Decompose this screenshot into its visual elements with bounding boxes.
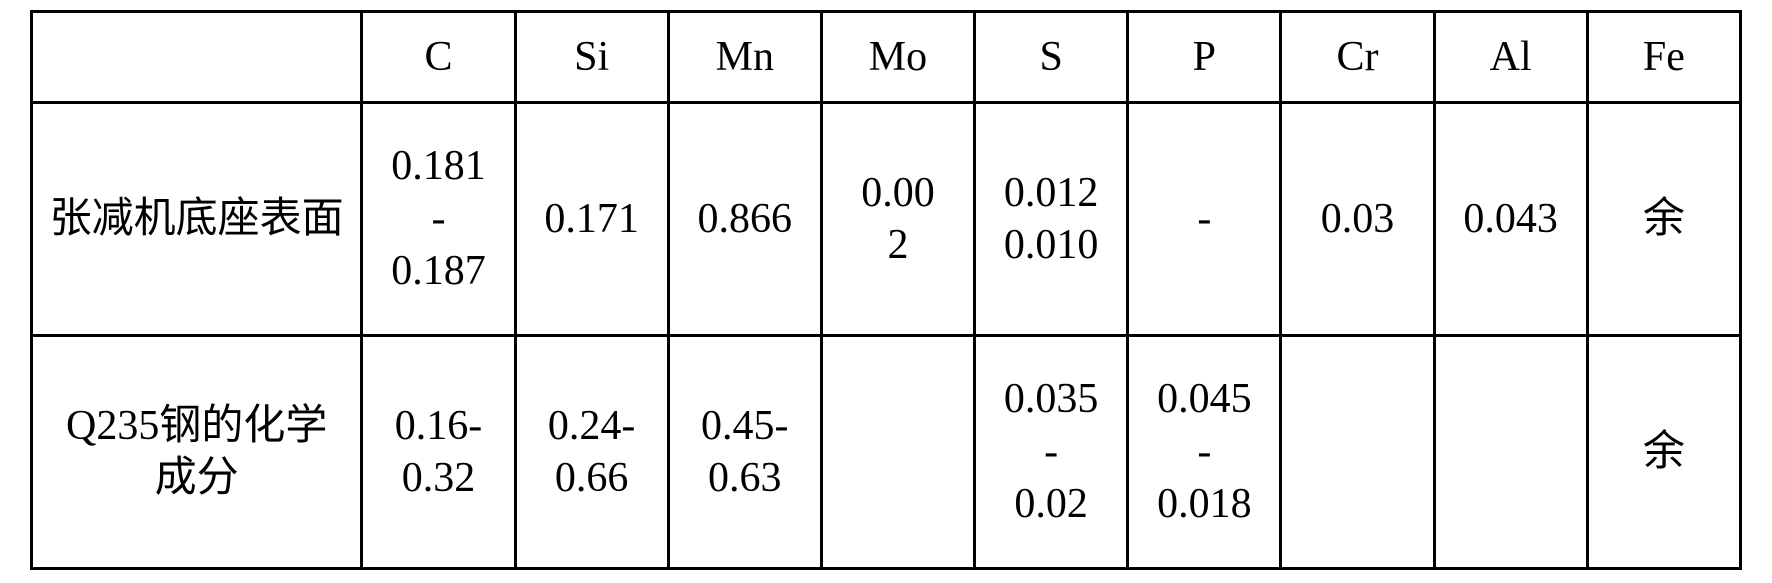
row0-Al: 0.043 xyxy=(1434,103,1587,336)
row1-Mo xyxy=(821,336,974,569)
row1-Si: 0.24- 0.66 xyxy=(515,336,668,569)
row0-label: 张减机底座表面 xyxy=(32,103,362,336)
row0-Si: 0.171 xyxy=(515,103,668,336)
header-Mn: Mn xyxy=(668,12,821,103)
row0-Fe: 余 xyxy=(1587,103,1740,336)
header-Al: Al xyxy=(1434,12,1587,103)
row1-P: 0.045 - 0.018 xyxy=(1128,336,1281,569)
row1-C: 0.16- 0.32 xyxy=(362,336,515,569)
row0-C: 0.181 - 0.187 xyxy=(362,103,515,336)
row0-P: - xyxy=(1128,103,1281,336)
row0-Mo: 0.00 2 xyxy=(821,103,974,336)
header-C: C xyxy=(362,12,515,103)
row0-Mn: 0.866 xyxy=(668,103,821,336)
composition-table: C Si Mn Mo S P Cr Al Fe 张减机底座表面 0.181 - … xyxy=(30,10,1742,570)
row0-S: 0.012 0.010 xyxy=(975,103,1128,336)
row1-Al xyxy=(1434,336,1587,569)
header-P: P xyxy=(1128,12,1281,103)
header-Fe: Fe xyxy=(1587,12,1740,103)
row1-Fe: 余 xyxy=(1587,336,1740,569)
table-header-row: C Si Mn Mo S P Cr Al Fe xyxy=(32,12,1741,103)
table-row: 张减机底座表面 0.181 - 0.187 0.171 0.866 0.00 2… xyxy=(32,103,1741,336)
header-Mo: Mo xyxy=(821,12,974,103)
header-blank xyxy=(32,12,362,103)
row0-Cr: 0.03 xyxy=(1281,103,1434,336)
row1-S: 0.035 - 0.02 xyxy=(975,336,1128,569)
row1-label: Q235钢的化学 成分 xyxy=(32,336,362,569)
table-row: Q235钢的化学 成分 0.16- 0.32 0.24- 0.66 0.45- … xyxy=(32,336,1741,569)
row1-Cr xyxy=(1281,336,1434,569)
header-S: S xyxy=(975,12,1128,103)
row1-Mn: 0.45- 0.63 xyxy=(668,336,821,569)
header-Cr: Cr xyxy=(1281,12,1434,103)
header-Si: Si xyxy=(515,12,668,103)
